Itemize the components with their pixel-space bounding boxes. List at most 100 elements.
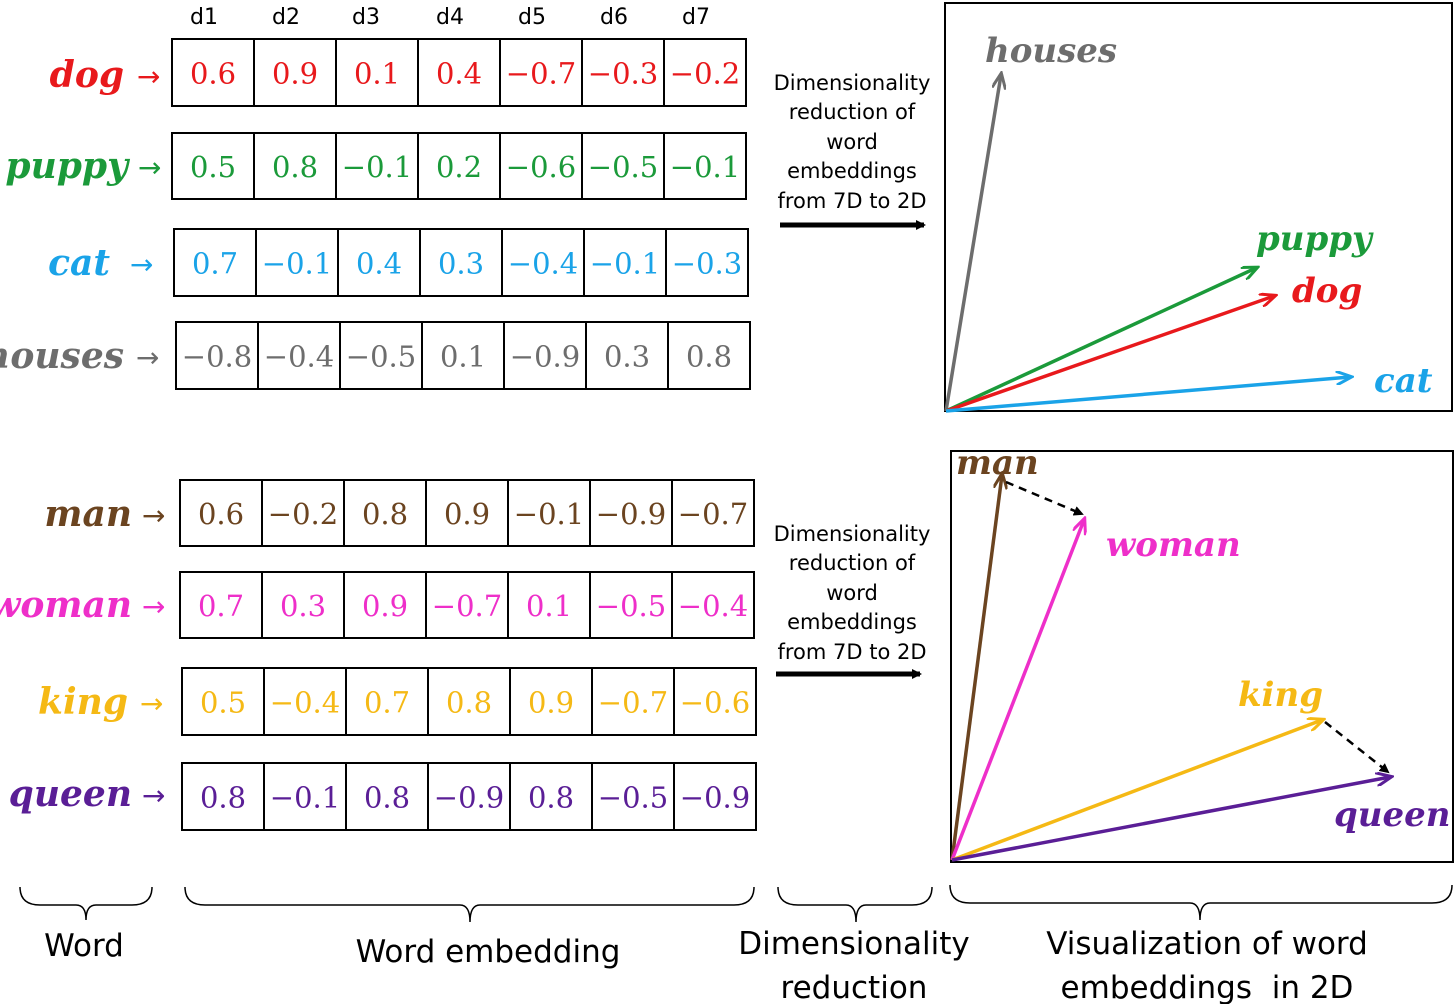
embedding-value: −0.7 (506, 57, 576, 91)
brace-visualization (949, 884, 1453, 921)
brace-reduction (777, 886, 933, 923)
embedding-value: −0.1 (342, 150, 412, 184)
embedding-value: −0.5 (596, 589, 666, 623)
reduction-text-line: word (826, 130, 878, 154)
embedding-value: 0.8 (272, 150, 318, 184)
reduction-text-line: reduction of (789, 551, 916, 575)
embedding-value: 0.1 (440, 340, 486, 374)
embedding-value: −0.4 (678, 589, 748, 623)
plot-frame (944, 2, 1453, 412)
embedding-vector (950, 475, 1002, 861)
embedding-vector (951, 720, 1322, 862)
word-label: man (44, 493, 132, 535)
embedding-cell (253, 132, 337, 200)
plot-label-houses: houses (985, 31, 1117, 71)
embedding-value: −0.6 (680, 686, 750, 720)
embedding-cell (427, 762, 511, 831)
embedding-cells: 0.6 −0.2 0.8 0.9 −0.1 −0.9 −0.7 (179, 479, 755, 547)
embedding-value: 0.3 (438, 247, 484, 281)
embedding-cells: 0.8 −0.1 0.8 −0.9 0.8 −0.5 −0.9 (181, 762, 757, 831)
embedding-cell (427, 667, 511, 736)
embedding-value: −0.1 (270, 781, 340, 815)
embedding-value: −0.8 (182, 340, 252, 374)
dimension-header: d4 (436, 5, 464, 30)
embedding-cells: −0.8 −0.4 −0.5 0.1 −0.9 0.3 0.8 (175, 321, 751, 390)
reduction-text-line: from 7D to 2D (777, 189, 926, 213)
embedding-cell (663, 38, 747, 107)
embedding-value: −0.2 (268, 497, 338, 531)
arrow-glyph: → (136, 341, 159, 374)
plot-2d-animals: houses puppy dog cat (944, 2, 1453, 413)
reduction-text-line: embeddings (787, 159, 917, 183)
embedding-vector (951, 777, 1390, 862)
brace-word (19, 886, 153, 921)
label-dimensionality-reduction-1: Dimensionality (738, 926, 970, 962)
bottom-braces (19, 884, 1453, 923)
embedding-cell (343, 571, 427, 639)
plot-label-man: man (956, 443, 1039, 483)
dimension-header: d3 (352, 5, 380, 30)
embedding-value: −0.2 (670, 57, 740, 91)
vectors (944, 75, 1350, 413)
embedding-row-cat: cat → 0.7 −0.1 0.4 0.3 −0.4 −0.1 −0.3 (48, 228, 749, 297)
word-label: woman (0, 584, 132, 626)
embedding-value: 0.2 (436, 150, 482, 184)
word-label: houses (0, 335, 124, 377)
word-label: king (38, 681, 128, 723)
embedding-cell (499, 38, 583, 107)
embedding-value: 0.1 (354, 57, 400, 91)
embedding-cell (501, 228, 585, 297)
reduction-step-1: Dimensionality reduction of word embeddi… (774, 71, 930, 230)
embedding-value: 0.9 (444, 497, 490, 531)
embedding-value: −0.5 (346, 340, 416, 374)
embedding-cell (581, 38, 665, 107)
vectors (950, 475, 1390, 862)
label-word: Word (44, 928, 124, 964)
plot-label-woman: woman (1106, 525, 1241, 565)
brace-embedding (184, 886, 755, 923)
embedding-value: −0.3 (672, 247, 742, 281)
embedding-row-woman: woman → 0.7 0.3 0.9 −0.7 0.1 −0.5 −0.4 (0, 571, 755, 639)
embedding-cell (335, 38, 419, 107)
embedding-cell (663, 132, 747, 200)
embedding-value: 0.6 (190, 57, 236, 91)
arrow-glyph: → (140, 687, 163, 720)
reduction-text-line: Dimensionality (774, 522, 931, 546)
embedding-cell (263, 762, 347, 831)
embedding-value: −0.5 (598, 781, 668, 815)
dimension-header: d5 (518, 5, 546, 30)
embedding-value: 0.7 (364, 686, 410, 720)
plot-label-queen: queen (1334, 795, 1450, 835)
embedding-cell (337, 228, 421, 297)
embedding-cells: 0.5 0.8 −0.1 0.2 −0.6 −0.5 −0.1 (171, 132, 747, 200)
embedding-cell (253, 38, 337, 107)
reduction-step-2: Dimensionality reduction of word embeddi… (774, 522, 931, 679)
embedding-cell (335, 132, 419, 200)
arrow-glyph: → (142, 499, 165, 532)
embedding-cell (589, 571, 673, 639)
embedding-row-queen: queen → 0.8 −0.1 0.8 −0.9 0.8 −0.5 −0.9 (9, 762, 757, 831)
label-dimensionality-reduction-2: reduction (781, 970, 928, 1004)
embedding-row-houses: houses → −0.8 −0.4 −0.5 0.1 −0.9 0.3 0.8 (0, 321, 751, 390)
arrow-glyph: → (142, 779, 165, 812)
embedding-cell (179, 479, 263, 547)
embedding-value: 0.5 (190, 150, 236, 184)
embedding-cell (343, 479, 427, 547)
embedding-cell (591, 762, 675, 831)
embedding-value: −0.9 (434, 781, 504, 815)
embedding-vector (945, 268, 1256, 413)
embedding-value: 0.9 (272, 57, 318, 91)
embedding-value: −0.9 (680, 781, 750, 815)
word-label: cat (48, 242, 110, 284)
embedding-vector (945, 377, 1350, 413)
embedding-cell (509, 762, 593, 831)
reduction-text-line: embeddings (787, 610, 917, 634)
label-visualization-2: embeddings in 2D (1061, 970, 1354, 1004)
word-label: queen (9, 773, 132, 815)
word-label: dog (50, 54, 124, 96)
arrow-glyph: → (137, 60, 160, 93)
embedding-value: −0.1 (262, 247, 332, 281)
embedding-cell (589, 479, 673, 547)
dimension-headers: d1 d2 d3 d4 d5 d6 d7 (190, 5, 710, 30)
embedding-cell (671, 479, 755, 547)
